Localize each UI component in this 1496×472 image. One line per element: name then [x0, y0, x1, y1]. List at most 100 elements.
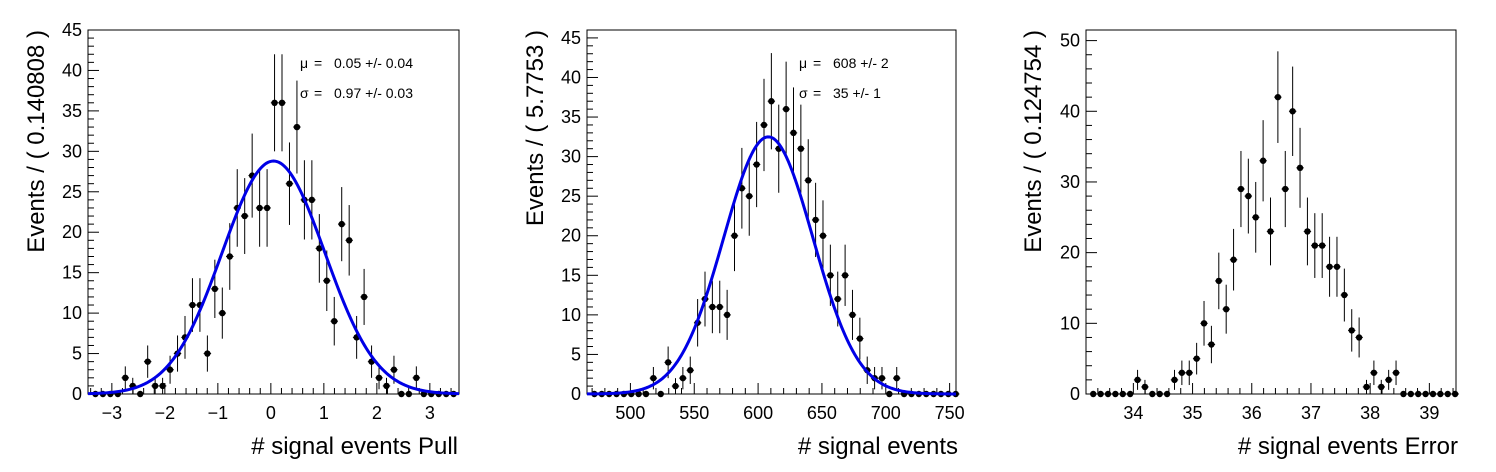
x-tick-label: 2 — [372, 403, 382, 423]
data-point — [1311, 242, 1319, 249]
data-point — [211, 285, 219, 293]
y-tick-label: 35 — [62, 101, 82, 121]
data-point — [1326, 263, 1333, 270]
data-point — [642, 390, 650, 398]
data-point — [1267, 228, 1274, 235]
data-point — [716, 303, 723, 311]
data-point — [189, 301, 196, 309]
data-point — [151, 382, 159, 390]
data-point — [1163, 390, 1171, 398]
fit-parameter-mean: μ = 0.05 +/- 0.04 — [300, 55, 413, 71]
x-tick-label: 500 — [615, 403, 645, 423]
y-tick-label: 15 — [561, 265, 581, 285]
data-point — [219, 309, 226, 317]
y-tick-label: 20 — [561, 226, 581, 246]
data-point — [834, 295, 841, 303]
data-point — [1090, 390, 1097, 398]
data-point — [323, 277, 330, 284]
y-tick-label: 40 — [561, 67, 581, 87]
data-point — [1126, 390, 1134, 398]
data-point — [1245, 192, 1252, 200]
data-point — [753, 161, 760, 168]
x-tick-label: −2 — [155, 403, 176, 423]
data-point — [1444, 390, 1451, 398]
data-point — [790, 129, 797, 137]
x-tick-label: 39 — [1419, 403, 1439, 423]
x-tick-label: 38 — [1360, 403, 1380, 423]
param-value: 0.05 +/- 0.04 — [334, 55, 413, 71]
y-tick-label: 10 — [1060, 313, 1080, 333]
data-point — [375, 374, 383, 382]
y-tick-label: 30 — [62, 141, 82, 161]
y-tick-label: 25 — [561, 186, 581, 206]
y-tick-label: 5 — [72, 344, 82, 364]
fit-parameter-mean: μ = 608 +/- 2 — [799, 55, 889, 71]
x-tick-label: −1 — [208, 403, 229, 423]
data-point — [316, 245, 323, 252]
y-tick-label: 10 — [62, 303, 82, 323]
data-point — [1400, 390, 1407, 398]
data-point — [1097, 390, 1104, 398]
data-point — [263, 204, 271, 212]
data-point — [1341, 291, 1348, 299]
x-tick-label: 34 — [1123, 403, 1143, 423]
data-point — [1193, 355, 1200, 362]
param-value: 35 +/- 1 — [833, 85, 881, 101]
x-tick-label: 36 — [1242, 403, 1262, 423]
y-tick-label: 10 — [561, 305, 581, 325]
data-point — [1407, 390, 1415, 398]
data-point — [308, 196, 316, 204]
data-point — [723, 311, 731, 319]
data-point — [1200, 320, 1208, 327]
data-point — [1378, 383, 1385, 391]
param-equals: = — [314, 55, 322, 71]
data-point — [278, 99, 286, 107]
data-point — [1230, 256, 1237, 263]
y-tick-label: 40 — [1060, 101, 1080, 121]
data-point — [827, 272, 834, 279]
data-point — [256, 204, 263, 212]
data-point — [1259, 157, 1267, 164]
y-axis-title: Events / ( 0.124754 ) — [1020, 30, 1047, 253]
data-point — [293, 123, 301, 131]
x-tick-label: 750 — [935, 403, 965, 423]
data-point — [760, 121, 768, 129]
y-tick-label: 5 — [571, 344, 581, 364]
data-point — [1385, 376, 1392, 384]
data-point — [1289, 108, 1296, 115]
data-point — [1392, 369, 1400, 376]
data-point — [672, 382, 679, 390]
data-point — [1104, 390, 1112, 398]
gaussian-fit-curve — [586, 135, 957, 396]
param-symbol: μ — [300, 55, 308, 71]
data-point — [657, 390, 664, 398]
data-point — [1363, 383, 1370, 391]
data-point — [338, 220, 345, 228]
data-point — [413, 374, 420, 382]
plot-panel-2: 500 550 600 650 700 750 0 5 10 15 20 25 30 35 40 45 # si… — [522, 28, 965, 460]
data-point — [241, 212, 248, 220]
y-tick-label: 35 — [561, 107, 581, 127]
data-point — [383, 382, 390, 390]
x-tick-label: 650 — [807, 403, 837, 423]
data-point — [650, 374, 657, 382]
x-axis-title: # signal events Error — [1238, 433, 1458, 460]
data-point — [1422, 390, 1429, 398]
param-symbol: μ — [799, 55, 807, 71]
x-tick-label: 3 — [425, 403, 435, 423]
plot-frame — [1085, 29, 1457, 395]
param-equals: = — [314, 85, 322, 101]
data-point — [886, 390, 893, 398]
data-point — [331, 318, 338, 325]
data-point — [1348, 327, 1355, 334]
data-point — [805, 177, 812, 184]
x-tick-label: 37 — [1301, 403, 1321, 423]
data-point — [1355, 334, 1363, 341]
param-value: 608 +/- 2 — [833, 55, 889, 71]
data-point — [390, 366, 398, 373]
y-tick-label: 20 — [1060, 243, 1080, 263]
data-point — [1237, 185, 1245, 193]
data-point — [849, 311, 856, 319]
